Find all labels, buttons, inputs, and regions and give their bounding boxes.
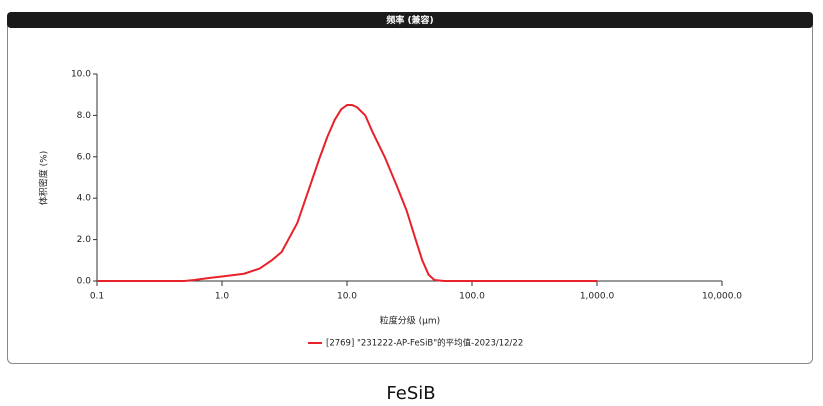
caption: FeSiB — [386, 383, 435, 404]
x-axis-label: 粒度分级 (μm) — [380, 315, 440, 327]
y-tick-label: 0.0 — [77, 277, 92, 287]
x-tick-label: 1,000.0 — [580, 292, 615, 302]
x-tick-label: 10,000.0 — [702, 292, 742, 302]
y-tick-label: 10.0 — [71, 70, 91, 80]
y-tick-label: 6.0 — [77, 152, 92, 162]
x-tick-label: 10.0 — [337, 292, 357, 302]
x-tick-label: 1.0 — [215, 292, 230, 302]
y-tick-label: 8.0 — [77, 111, 92, 121]
data-line — [97, 104, 597, 282]
x-tick-label: 0.1 — [90, 292, 104, 302]
x-tick-label: 100.0 — [459, 292, 485, 302]
y-tick-label: 4.0 — [77, 194, 92, 204]
legend-label: [2769] "231222-AP-FeSiB"的平均值-2023/12/22 — [326, 338, 523, 349]
y-tick-label: 2.0 — [77, 235, 92, 245]
chart-title: 频率 (兼容) — [386, 14, 433, 26]
y-axis-label: 体积密度 (%) — [38, 151, 50, 205]
panel — [7, 12, 813, 364]
panel-header — [7, 12, 813, 28]
